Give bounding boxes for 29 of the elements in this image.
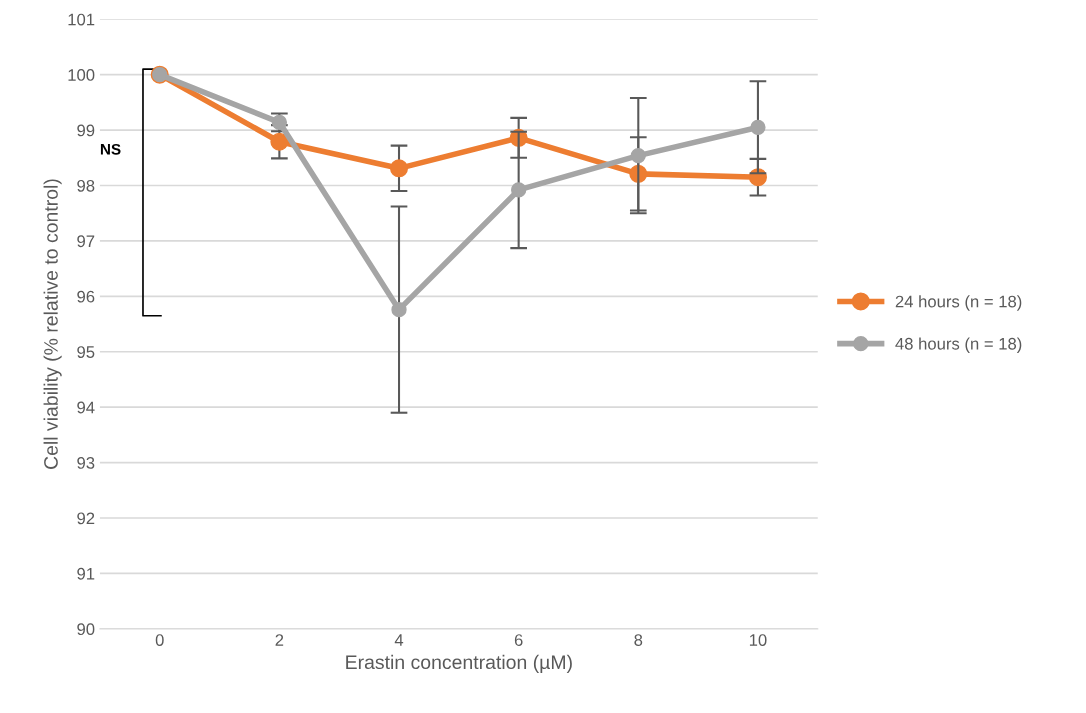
x-tick-label: 2 bbox=[275, 634, 284, 646]
x-axis-title: Erastin concentration (µM) bbox=[346, 654, 572, 673]
point bbox=[750, 119, 766, 135]
point bbox=[270, 132, 289, 151]
y-tick-label: 93 bbox=[77, 457, 95, 469]
y-tick-label: 92 bbox=[77, 512, 95, 525]
point bbox=[511, 182, 527, 198]
x-tick-label: 6 bbox=[514, 634, 523, 646]
y-tick-label: 99 bbox=[77, 124, 95, 137]
annotation: NS bbox=[100, 143, 121, 155]
y-tick-label: 95 bbox=[77, 346, 95, 358]
y-tick-label: 96 bbox=[77, 290, 95, 303]
y-tick-label: 97 bbox=[77, 235, 95, 248]
y-tick-label: 94 bbox=[77, 401, 95, 414]
legend-label: 48 hours (n = 18) bbox=[895, 337, 1022, 353]
y-axis-title: Cell viability (% relative to control) bbox=[43, 179, 62, 469]
x-tick-label: 10 bbox=[749, 634, 767, 646]
x-tick-label: 0 bbox=[155, 634, 164, 646]
y-tick-label: 91 bbox=[77, 567, 95, 580]
y-tick-label: 101 bbox=[68, 13, 95, 26]
point bbox=[391, 302, 407, 318]
y-tick-label: 100 bbox=[68, 69, 95, 81]
x-tick-label: 4 bbox=[394, 634, 404, 646]
y-tick-label: 98 bbox=[77, 179, 95, 192]
point bbox=[389, 159, 409, 178]
x-tick-label: 8 bbox=[634, 634, 643, 646]
y-tick-label: 90 bbox=[77, 623, 95, 636]
legend-label: 24 hours (n = 18) bbox=[895, 295, 1022, 311]
point bbox=[630, 147, 646, 164]
